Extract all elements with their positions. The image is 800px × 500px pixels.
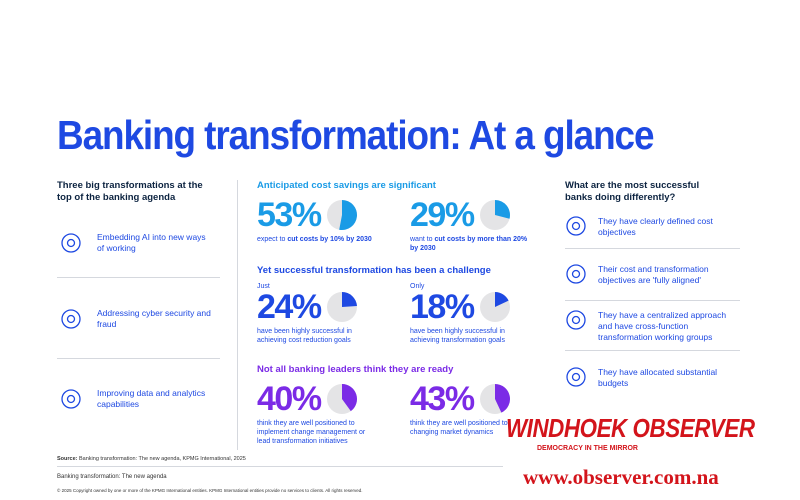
- stat-number: 18%: [410, 288, 475, 326]
- title: Banking transformation: At a glance: [57, 112, 655, 158]
- pie: [479, 384, 510, 414]
- source-label: Source:: [57, 456, 78, 462]
- watermark-brand: WINDHOEK OBSERVER: [506, 413, 755, 443]
- divider: [237, 180, 238, 450]
- icon-shape: [66, 314, 76, 324]
- watermark-tagline: DEMOCRACY IN THE MIRROR: [537, 445, 638, 452]
- divider: [57, 466, 527, 467]
- left-item: Improving data and analytics capabilitie…: [97, 388, 206, 409]
- right-item: They have allocated substantial budgets: [598, 367, 718, 388]
- description-part: cut costs by more than 20% by 2030: [410, 236, 528, 252]
- icon-shape: [571, 372, 581, 382]
- stat-row: 40%: [257, 382, 387, 416]
- footer-subtitle: Banking transformation: The new agenda: [57, 474, 167, 480]
- left-item: Embedding AI into new ways of working: [97, 232, 206, 253]
- pie: [326, 384, 357, 414]
- stat-row: 53%: [257, 198, 387, 232]
- icon-shape: [571, 269, 581, 279]
- icon-shape: [61, 389, 81, 409]
- stat-description: have been highly successful in achieving…: [410, 327, 530, 345]
- watermark-url: www.observer.com.na: [523, 465, 719, 489]
- stat-description: expect to cut costs by 10% by 2030: [257, 235, 377, 244]
- pie-slice: [338, 200, 357, 230]
- icon: [61, 233, 81, 253]
- pie-slice: [494, 384, 510, 413]
- left-item: Addressing cyber security and fraud: [97, 308, 211, 329]
- watermark: WINDHOEK OBSERVER DEMOCRACY IN THE MIRRO…: [503, 405, 800, 500]
- stat-number: 53%: [257, 196, 322, 234]
- pie-slice: [494, 200, 510, 219]
- section-heading: Not all banking leaders think they are r…: [257, 364, 454, 375]
- icon-shape: [566, 264, 586, 284]
- right-item: They have a centralized approach and hav…: [598, 310, 727, 342]
- description-part: cut costs by 10% by 2030: [287, 236, 372, 243]
- pie-slice: [341, 292, 357, 307]
- stat: Just 24% have been highly successful in ac…: [257, 283, 387, 345]
- stat: 40% think they are well positioned to imp…: [257, 382, 387, 446]
- icon-shape: [61, 233, 81, 253]
- icon-shape: [566, 367, 586, 387]
- stat-row: 43%: [410, 382, 540, 416]
- stat: Only 18% have been highly successful in ac…: [410, 283, 540, 345]
- divider: [565, 350, 740, 351]
- source-text: Banking transformation: The new agenda, …: [79, 456, 246, 462]
- icon-shape: [566, 216, 586, 236]
- stat-number: 40%: [257, 380, 322, 418]
- divider: [565, 248, 740, 249]
- description-part: have been highly successful in achieving…: [410, 328, 505, 344]
- description-part: expect to: [257, 236, 288, 243]
- icon-shape: [66, 238, 76, 248]
- icon: [566, 264, 586, 284]
- source: Source: Banking transformation: The new …: [57, 456, 246, 462]
- icon: [566, 216, 586, 236]
- left-heading: Three big transformations at the top of …: [57, 180, 203, 203]
- icon-shape: [571, 221, 581, 231]
- icon: [61, 309, 81, 329]
- description-part: have been highly successful in achieving…: [257, 328, 352, 344]
- right-heading: What are the most successful banks doing…: [565, 180, 700, 203]
- stat-description: think they are well positioned to implem…: [257, 419, 377, 446]
- icon: [566, 367, 586, 387]
- stat-number: 43%: [410, 380, 475, 418]
- description-part: want to: [410, 236, 435, 243]
- icon-shape: [571, 315, 581, 325]
- stat-row: 18%: [410, 290, 540, 324]
- stat: 53% expect to cut costs by 10% by 2030: [257, 198, 387, 244]
- copyright: © 2025 Copyright owned by one or more of…: [57, 488, 363, 493]
- stat-row: 29%: [410, 198, 540, 232]
- divider: [57, 358, 220, 359]
- pie: [326, 200, 357, 230]
- icon: [61, 389, 81, 409]
- stat-description: think they are well positioned to changi…: [410, 419, 530, 437]
- stat: 43% think they are well positioned to cha…: [410, 382, 540, 437]
- section-heading: Yet successful transformation has been a…: [257, 265, 491, 276]
- divider: [565, 300, 740, 301]
- section-heading: Anticipated cost savings are significant: [257, 180, 436, 191]
- stat-prefix: Just: [257, 283, 270, 290]
- stat-description: have been highly successful in achieving…: [257, 327, 377, 345]
- pie-slice: [494, 292, 509, 307]
- pie: [479, 292, 510, 322]
- description-part: think they are well positioned to implem…: [257, 420, 366, 445]
- stat: 29% want to cut costs by more than 20% by…: [410, 198, 540, 253]
- description-part: think they are well positioned to changi…: [410, 420, 508, 436]
- stat-number: 29%: [410, 196, 475, 234]
- right-item: They have clearly defined cost objective…: [598, 216, 713, 237]
- pie: [326, 292, 357, 322]
- icon-shape: [66, 394, 76, 404]
- pie-slice: [341, 384, 357, 412]
- pie: [479, 200, 510, 230]
- icon: [566, 310, 586, 330]
- right-item: Their cost and transformation objectives…: [598, 264, 709, 285]
- stat-number: 24%: [257, 288, 322, 326]
- divider: [57, 277, 220, 278]
- icon-shape: [61, 309, 81, 329]
- icon-shape: [566, 310, 586, 330]
- stat-prefix: Only: [410, 283, 425, 290]
- stat-row: 24%: [257, 290, 387, 324]
- stat-description: want to cut costs by more than 20% by 20…: [410, 235, 530, 253]
